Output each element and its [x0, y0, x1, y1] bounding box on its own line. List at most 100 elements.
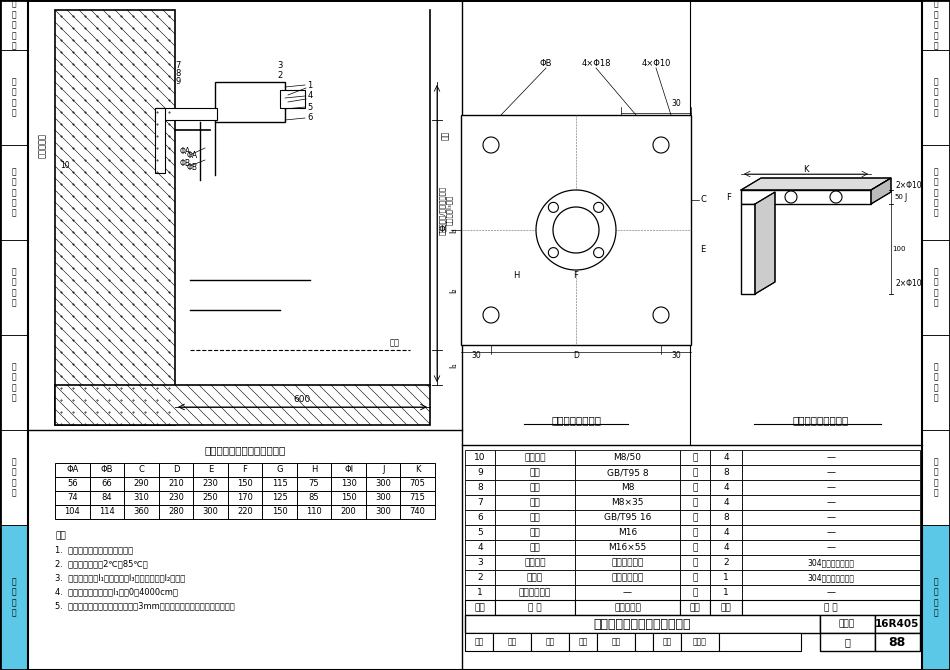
Bar: [820, 633, 875, 651]
Text: 个: 个: [693, 558, 697, 567]
Text: 1: 1: [723, 588, 729, 597]
Text: 湿
度
仪
表: 湿 度 仪 表: [11, 458, 16, 498]
Bar: [710, 495, 742, 510]
Text: 5: 5: [477, 528, 483, 537]
Text: 130: 130: [341, 480, 356, 488]
Bar: [710, 555, 742, 570]
Text: 数量: 数量: [721, 603, 732, 612]
Bar: [635, 633, 653, 651]
Text: 液位变送器/超声波液位计
安装高度l₃确定: 液位变送器/超声波液位计 安装高度l₃确定: [439, 186, 453, 234]
Bar: [332, 491, 366, 505]
Bar: [680, 525, 710, 540]
Bar: [193, 463, 228, 477]
Bar: [465, 570, 495, 585]
Text: 安装支架大样条件图: 安装支架大样条件图: [793, 415, 849, 425]
Bar: [124, 505, 159, 519]
Bar: [742, 555, 920, 570]
Polygon shape: [548, 248, 559, 258]
Text: F: F: [574, 271, 579, 279]
Bar: [465, 495, 495, 510]
Text: —: —: [623, 588, 632, 597]
Text: 螺栓: 螺栓: [530, 543, 541, 552]
Text: 4: 4: [308, 92, 313, 100]
Text: 型号及规格: 型号及规格: [614, 603, 641, 612]
Text: GB/T95 8: GB/T95 8: [607, 468, 648, 477]
Polygon shape: [785, 191, 797, 203]
Text: 液
位
仪
表: 液 位 仪 表: [934, 578, 939, 618]
Text: 名 称: 名 称: [528, 603, 542, 612]
Text: 1.  适用于混凝土水池壁的安装。: 1. 适用于混凝土水池壁的安装。: [55, 545, 133, 554]
Bar: [922, 335, 950, 430]
Text: 4: 4: [723, 483, 729, 492]
Text: 2: 2: [477, 573, 483, 582]
Bar: [575, 495, 680, 510]
Bar: [742, 585, 920, 600]
Bar: [742, 600, 920, 615]
Bar: [495, 495, 575, 510]
Text: 膨胀螺栓: 膨胀螺栓: [524, 453, 545, 462]
Text: 1: 1: [308, 80, 313, 90]
Text: 56: 56: [66, 480, 78, 488]
Text: 2×Φ10: 2×Φ10: [896, 279, 922, 289]
Bar: [159, 505, 193, 519]
Text: 湿
度
仪
表: 湿 度 仪 表: [934, 458, 939, 498]
Text: 校对: 校对: [579, 637, 588, 647]
Text: 705: 705: [409, 480, 426, 488]
Bar: [332, 477, 366, 491]
Bar: [495, 570, 575, 585]
Polygon shape: [483, 307, 499, 323]
Bar: [0, 240, 28, 335]
Bar: [922, 240, 950, 335]
Bar: [55, 463, 89, 477]
Text: 安装板: 安装板: [527, 573, 543, 582]
Text: J: J: [904, 192, 907, 202]
Text: l₃: l₃: [449, 227, 459, 232]
Text: 4: 4: [723, 543, 729, 552]
Bar: [493, 633, 531, 651]
Text: D: D: [173, 466, 180, 474]
Bar: [569, 633, 597, 651]
Text: 块: 块: [693, 573, 697, 582]
Bar: [742, 465, 920, 480]
Bar: [680, 480, 710, 495]
Text: 注：: 注：: [55, 531, 66, 540]
Text: H: H: [311, 466, 317, 474]
Text: 温
度
仪
表: 温 度 仪 表: [11, 267, 16, 308]
Bar: [922, 145, 950, 240]
Bar: [401, 491, 435, 505]
Text: F: F: [727, 192, 732, 202]
Bar: [465, 480, 495, 495]
Text: 30: 30: [671, 98, 681, 107]
Bar: [193, 477, 228, 491]
Bar: [465, 510, 495, 525]
Text: 84: 84: [102, 494, 112, 502]
Bar: [124, 491, 159, 505]
Bar: [262, 491, 296, 505]
Text: 250: 250: [202, 494, 218, 502]
Bar: [401, 477, 435, 491]
Text: 4: 4: [723, 453, 729, 462]
Bar: [262, 477, 296, 491]
Bar: [680, 600, 710, 615]
Text: G: G: [276, 466, 283, 474]
Text: l₂: l₂: [449, 287, 459, 293]
Bar: [155, 108, 217, 120]
Text: M8×35: M8×35: [611, 498, 644, 507]
Text: 8: 8: [176, 70, 180, 78]
Text: 编
制
总
说
明: 编 制 总 说 明: [11, 0, 16, 50]
Text: C: C: [139, 466, 144, 474]
Text: 个: 个: [693, 528, 697, 537]
Bar: [741, 190, 871, 204]
Text: 液位: 液位: [390, 338, 400, 348]
Text: 150: 150: [238, 480, 253, 488]
Text: l₁: l₁: [449, 362, 459, 368]
Bar: [710, 540, 742, 555]
Text: 2.  适用于设计温度2℃～85℃。: 2. 适用于设计温度2℃～85℃。: [55, 559, 148, 568]
Text: 5.  安装板及支架材料厚度不应小于3mm，具体根据液位计重量进行复核。: 5. 安装板及支架材料厚度不应小于3mm，具体根据液位计重量进行复核。: [55, 601, 235, 610]
Text: 见大样示意图: 见大样示意图: [612, 573, 644, 582]
Text: —: —: [826, 588, 835, 597]
Text: J: J: [382, 466, 385, 474]
Text: 盲区: 盲区: [441, 131, 449, 139]
Text: 个: 个: [693, 468, 697, 477]
Text: 流
量
仪
表: 流 量 仪 表: [934, 78, 939, 118]
